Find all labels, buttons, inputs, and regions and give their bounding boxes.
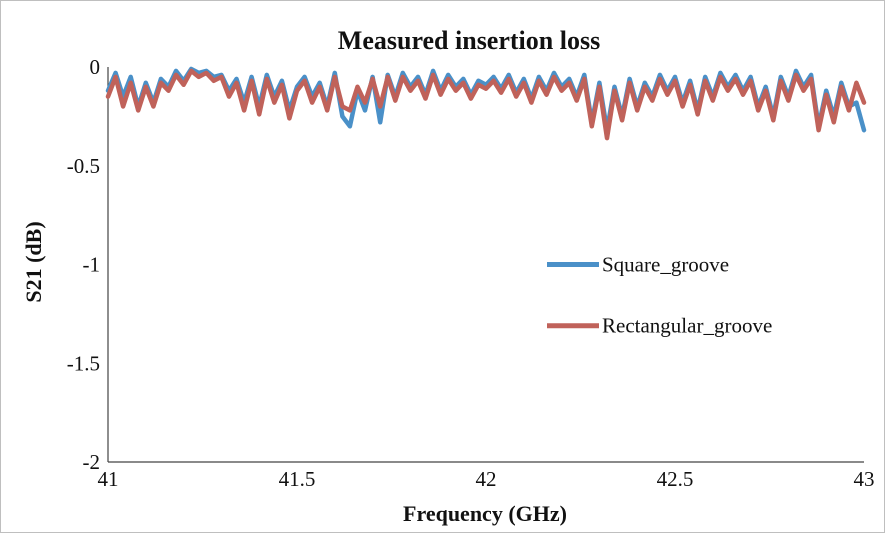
axes [107,67,864,463]
legend-label: Square_groove [602,253,729,277]
x-tick-label: 42.5 [657,467,694,491]
series-line-rectangular-groove [105,68,867,141]
y-tick-label: -0.5 [67,154,100,178]
legend-label: Rectangular_groove [602,314,772,338]
x-tick-label: 41.5 [279,467,316,491]
series-lines [105,66,867,141]
y-axis-title: S21 (dB) [21,221,46,302]
x-tick-label: 41 [98,467,119,491]
x-tick-label: 42 [476,467,497,491]
legend: Square_groove Rectangular_groove [547,253,772,338]
y-tick-label: -1.5 [67,351,100,375]
y-tick-label: -1 [83,253,101,277]
tick-labels: 41 41.5 42 42.5 43 -2 -1.5 -1 -0.5 0 [67,55,875,491]
x-tick-label: 43 [854,467,875,491]
y-tick-label: 0 [90,55,101,79]
x-axis-title: Frequency (GHz) [403,501,567,526]
chart-title: Measured insertion loss [338,26,600,55]
y-tick-label: -2 [83,450,101,474]
